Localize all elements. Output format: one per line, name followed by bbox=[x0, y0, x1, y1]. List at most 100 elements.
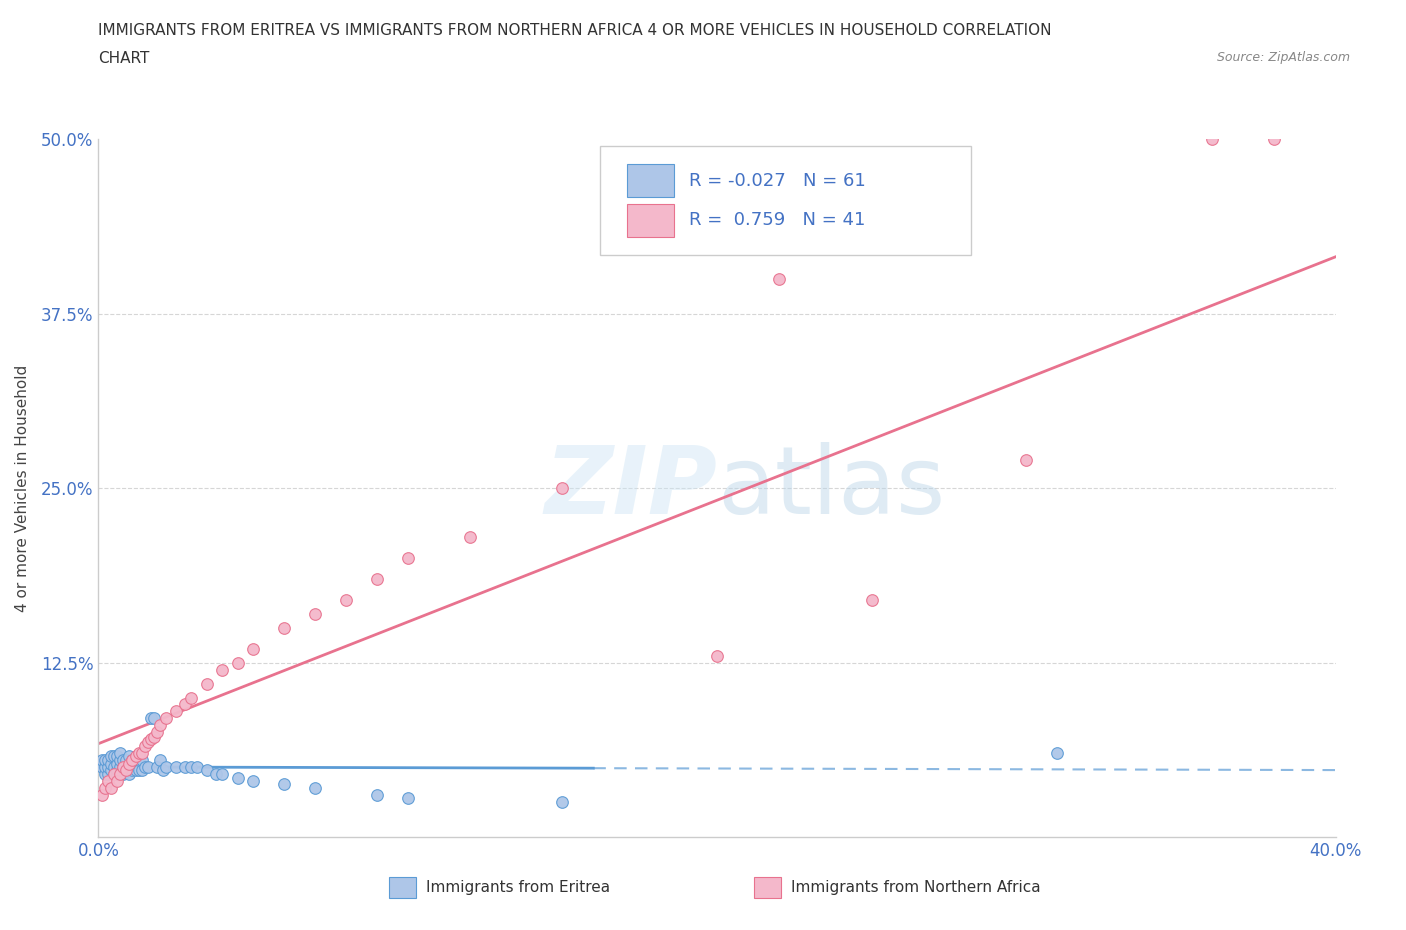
Point bbox=[108, 753, 131, 768]
Point bbox=[93, 781, 115, 796]
Point bbox=[211, 766, 233, 781]
Point bbox=[97, 766, 120, 781]
Point bbox=[226, 655, 249, 670]
Text: R =  0.759   N = 41: R = 0.759 N = 41 bbox=[689, 211, 865, 230]
Point bbox=[103, 766, 125, 781]
Point bbox=[146, 760, 169, 775]
Point bbox=[458, 530, 481, 545]
Point bbox=[103, 749, 125, 764]
Point bbox=[155, 760, 177, 775]
Point bbox=[118, 760, 141, 775]
Point bbox=[551, 794, 574, 809]
Point bbox=[134, 738, 156, 753]
Point bbox=[149, 718, 172, 733]
Point bbox=[139, 732, 162, 747]
Point bbox=[118, 749, 141, 764]
Point bbox=[1015, 453, 1038, 468]
Point bbox=[768, 272, 790, 286]
Text: CHART: CHART bbox=[98, 51, 150, 66]
Point bbox=[1263, 132, 1285, 147]
Point bbox=[366, 788, 388, 803]
Point bbox=[226, 771, 249, 786]
Point bbox=[131, 746, 153, 761]
Point bbox=[335, 592, 357, 607]
Point bbox=[105, 766, 128, 781]
Point bbox=[180, 690, 202, 705]
Point bbox=[97, 774, 120, 789]
Point bbox=[128, 753, 150, 768]
Point bbox=[304, 606, 326, 621]
Point bbox=[165, 760, 187, 775]
Point bbox=[108, 766, 131, 781]
Point bbox=[93, 766, 115, 781]
Point bbox=[195, 676, 218, 691]
Text: atlas: atlas bbox=[717, 443, 945, 534]
Point bbox=[205, 766, 228, 781]
Point bbox=[100, 757, 122, 772]
FancyBboxPatch shape bbox=[627, 204, 673, 237]
Point bbox=[93, 760, 115, 775]
Point bbox=[706, 648, 728, 663]
Point bbox=[131, 763, 153, 777]
Point bbox=[128, 746, 150, 761]
Point bbox=[118, 757, 141, 772]
Point bbox=[93, 753, 115, 768]
Point bbox=[136, 735, 159, 750]
Point bbox=[103, 766, 125, 781]
Point bbox=[124, 763, 146, 777]
Point bbox=[195, 763, 218, 777]
Point bbox=[152, 763, 174, 777]
Point bbox=[105, 763, 128, 777]
Point bbox=[1201, 132, 1223, 147]
Point bbox=[105, 757, 128, 772]
Point bbox=[136, 760, 159, 775]
Text: IMMIGRANTS FROM ERITREA VS IMMIGRANTS FROM NORTHERN AFRICA 4 OR MORE VEHICLES IN: IMMIGRANTS FROM ERITREA VS IMMIGRANTS FR… bbox=[98, 23, 1052, 38]
Point bbox=[112, 766, 135, 781]
Y-axis label: 4 or more Vehicles in Household: 4 or more Vehicles in Household bbox=[15, 365, 30, 612]
Point bbox=[100, 749, 122, 764]
Point bbox=[112, 760, 135, 775]
Text: ZIP: ZIP bbox=[544, 443, 717, 534]
Point bbox=[97, 753, 120, 768]
Point bbox=[108, 760, 131, 775]
Point bbox=[551, 481, 574, 496]
Point bbox=[121, 763, 143, 777]
Point bbox=[165, 704, 187, 719]
FancyBboxPatch shape bbox=[389, 878, 416, 898]
Point bbox=[149, 753, 172, 768]
Point bbox=[115, 763, 138, 777]
Point bbox=[108, 766, 131, 781]
Point bbox=[174, 760, 197, 775]
Point bbox=[134, 760, 156, 775]
Point bbox=[143, 729, 166, 744]
Point bbox=[139, 711, 162, 725]
Point bbox=[90, 753, 112, 768]
Point bbox=[143, 711, 166, 725]
Point bbox=[124, 749, 146, 764]
Point bbox=[155, 711, 177, 725]
Point bbox=[273, 777, 295, 791]
Point bbox=[112, 753, 135, 768]
Text: Immigrants from Northern Africa: Immigrants from Northern Africa bbox=[792, 881, 1040, 896]
Point bbox=[108, 746, 131, 761]
Point bbox=[174, 698, 197, 712]
Point bbox=[118, 766, 141, 781]
Point bbox=[105, 749, 128, 764]
Point bbox=[396, 551, 419, 565]
Point bbox=[273, 620, 295, 635]
Point bbox=[112, 760, 135, 775]
Point bbox=[860, 592, 883, 607]
Point bbox=[1046, 746, 1069, 761]
Text: R = -0.027   N = 61: R = -0.027 N = 61 bbox=[689, 172, 865, 190]
Point bbox=[121, 753, 143, 768]
Point bbox=[242, 642, 264, 657]
Point bbox=[90, 788, 112, 803]
FancyBboxPatch shape bbox=[599, 147, 970, 255]
Point bbox=[186, 760, 208, 775]
Point bbox=[242, 774, 264, 789]
FancyBboxPatch shape bbox=[627, 164, 673, 197]
FancyBboxPatch shape bbox=[754, 878, 782, 898]
Text: Immigrants from Eritrea: Immigrants from Eritrea bbox=[426, 881, 610, 896]
Point bbox=[180, 760, 202, 775]
Point bbox=[124, 753, 146, 768]
